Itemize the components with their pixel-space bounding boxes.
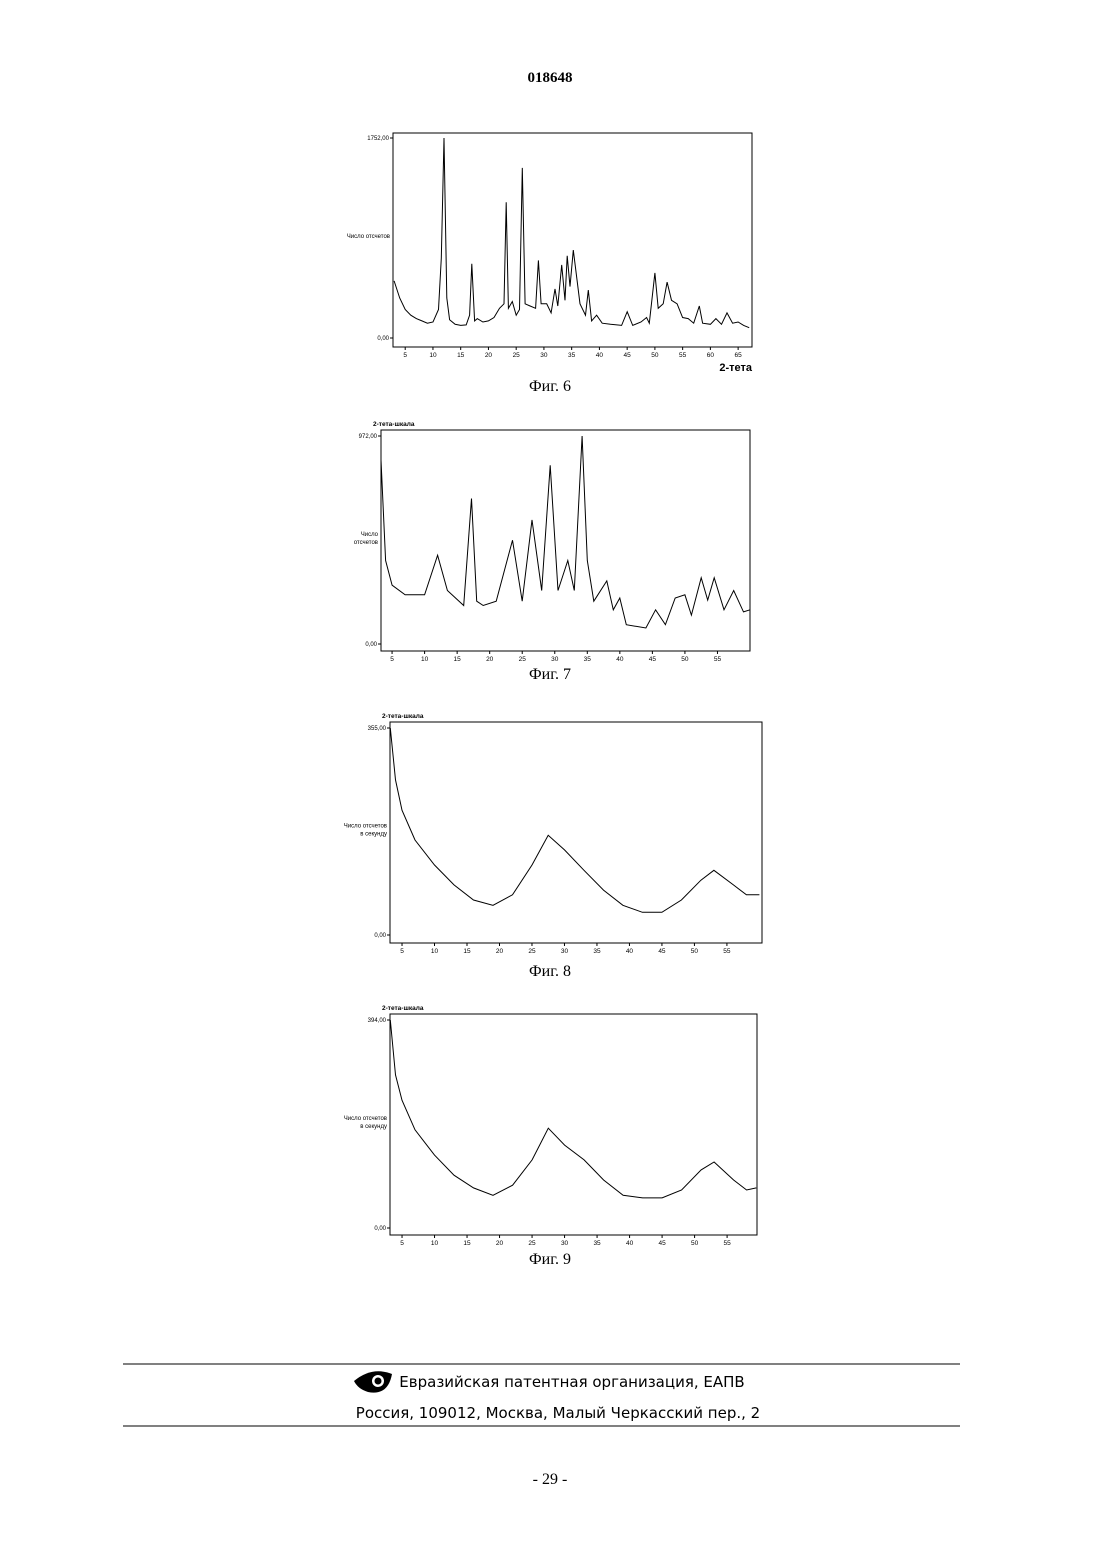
x-tick-label: 35: [584, 656, 592, 663]
x-tick-label: 25: [519, 656, 527, 663]
x-tick-label: 55: [723, 1240, 731, 1247]
x-tick-label: 35: [593, 1240, 601, 1247]
x-tick-label: 5: [403, 352, 407, 359]
y-tick-label: 0,00: [377, 336, 389, 342]
figure-caption: Фиг. 7: [529, 666, 571, 683]
plot-frame: [390, 722, 762, 943]
page: 018648 Евразийская патентная организация…: [0, 0, 1100, 1556]
x-tick-label: 10: [431, 948, 439, 955]
data-line: [394, 138, 749, 328]
y-axis-label: Число отсчетов: [344, 1116, 387, 1122]
x-axis-label: 2-тета: [719, 362, 753, 374]
x-tick-label: 5: [400, 1240, 404, 1247]
x-tick-label: 45: [658, 948, 666, 955]
y-axis-label: в секунду: [360, 1124, 387, 1130]
x-tick-label: 20: [496, 948, 504, 955]
x-tick-label: 50: [681, 656, 689, 663]
x-tick-label: 10: [431, 1240, 439, 1247]
x-tick-label: 55: [714, 656, 722, 663]
x-tick-label: 45: [658, 1240, 666, 1247]
x-tick-label: 10: [429, 352, 437, 359]
chart-title: 2-тета-шкала: [382, 713, 424, 720]
x-tick-label: 60: [707, 352, 715, 359]
x-tick-label: 40: [596, 352, 604, 359]
x-tick-label: 55: [723, 948, 731, 955]
chart-title: 2-тета-шкала: [382, 1005, 424, 1012]
footer-organization: Евразийская патентная организация, ЕАПВ: [399, 1373, 744, 1391]
x-tick-label: 30: [551, 656, 559, 663]
x-tick-label: 40: [626, 1240, 634, 1247]
x-tick-label: 20: [496, 1240, 504, 1247]
y-axis-label: Число: [361, 532, 379, 538]
x-tick-label: 65: [735, 352, 743, 359]
data-line: [381, 436, 750, 628]
y-axis-label: в секунду: [360, 832, 387, 838]
y-tick-label: 394,00: [368, 1018, 387, 1024]
y-tick-label: 0,00: [374, 1226, 386, 1232]
patent-number: 018648: [528, 70, 573, 86]
x-tick-label: 30: [561, 1240, 569, 1247]
figure-caption: Фиг. 6: [529, 378, 571, 395]
y-axis-label: отсчетов: [354, 540, 378, 546]
x-tick-label: 5: [400, 948, 404, 955]
chart: 0,00 355,00 5 10 15 20 25 30 35 40 45 50 55 Число отс…: [344, 713, 762, 980]
x-tick-label: 20: [486, 656, 494, 663]
plot-frame: [393, 133, 752, 347]
x-tick-label: 15: [463, 1240, 471, 1247]
y-tick-label: 0,00: [374, 933, 386, 939]
y-tick-label: 0,00: [365, 642, 377, 648]
x-tick-label: 35: [568, 352, 576, 359]
plot-frame: [381, 430, 750, 651]
chart: 0,00 1752,00 5 10 15 20 25 30 35 40 45 50 55 60 65 Числ…: [347, 133, 753, 395]
y-tick-label: 355,00: [368, 726, 387, 732]
x-tick-label: 50: [691, 948, 699, 955]
x-tick-label: 40: [626, 948, 634, 955]
figure-caption: Фиг. 8: [529, 963, 571, 980]
document: 018648 Евразийская патентная организация…: [0, 0, 1100, 1556]
x-tick-label: 50: [691, 1240, 699, 1247]
x-tick-label: 45: [624, 352, 632, 359]
eapo-logo: [354, 1371, 392, 1392]
x-tick-label: 25: [528, 948, 536, 955]
x-tick-label: 25: [513, 352, 521, 359]
x-tick-label: 30: [540, 352, 548, 359]
x-tick-label: 40: [616, 656, 624, 663]
x-tick-label: 25: [528, 1240, 536, 1247]
x-tick-label: 15: [457, 352, 465, 359]
chart: 0,00 394,00 5 10 15 20 25 30 35 40 45 50 55 Число отс…: [344, 1005, 757, 1268]
data-line: [390, 1020, 756, 1198]
x-tick-label: 35: [593, 948, 601, 955]
y-axis-label: Число отсчетов: [347, 234, 390, 240]
x-tick-label: 50: [651, 352, 659, 359]
x-tick-label: 5: [390, 656, 394, 663]
x-tick-label: 15: [454, 656, 462, 663]
x-tick-label: 10: [421, 656, 429, 663]
figure-caption: Фиг. 9: [529, 1251, 571, 1268]
chart: 0,00 972,00 5 10 15 20 25 30 35 40 45 50 55 Число отсч…: [354, 421, 750, 683]
x-tick-label: 55: [679, 352, 687, 359]
chart-title: 2-тета-шкала: [373, 421, 415, 428]
plot-frame: [390, 1014, 757, 1235]
x-tick-label: 30: [561, 948, 569, 955]
x-tick-label: 20: [485, 352, 493, 359]
y-tick-label: 972,00: [359, 434, 378, 440]
page-number: - 29 -: [533, 1471, 568, 1488]
data-line: [390, 728, 759, 912]
y-axis-label: Число отсчетов: [344, 824, 387, 830]
y-tick-label: 1752,00: [367, 136, 389, 142]
x-tick-label: 15: [463, 948, 471, 955]
footer-address: Россия, 109012, Москва, Малый Черкасский…: [356, 1404, 760, 1422]
x-tick-label: 45: [649, 656, 657, 663]
